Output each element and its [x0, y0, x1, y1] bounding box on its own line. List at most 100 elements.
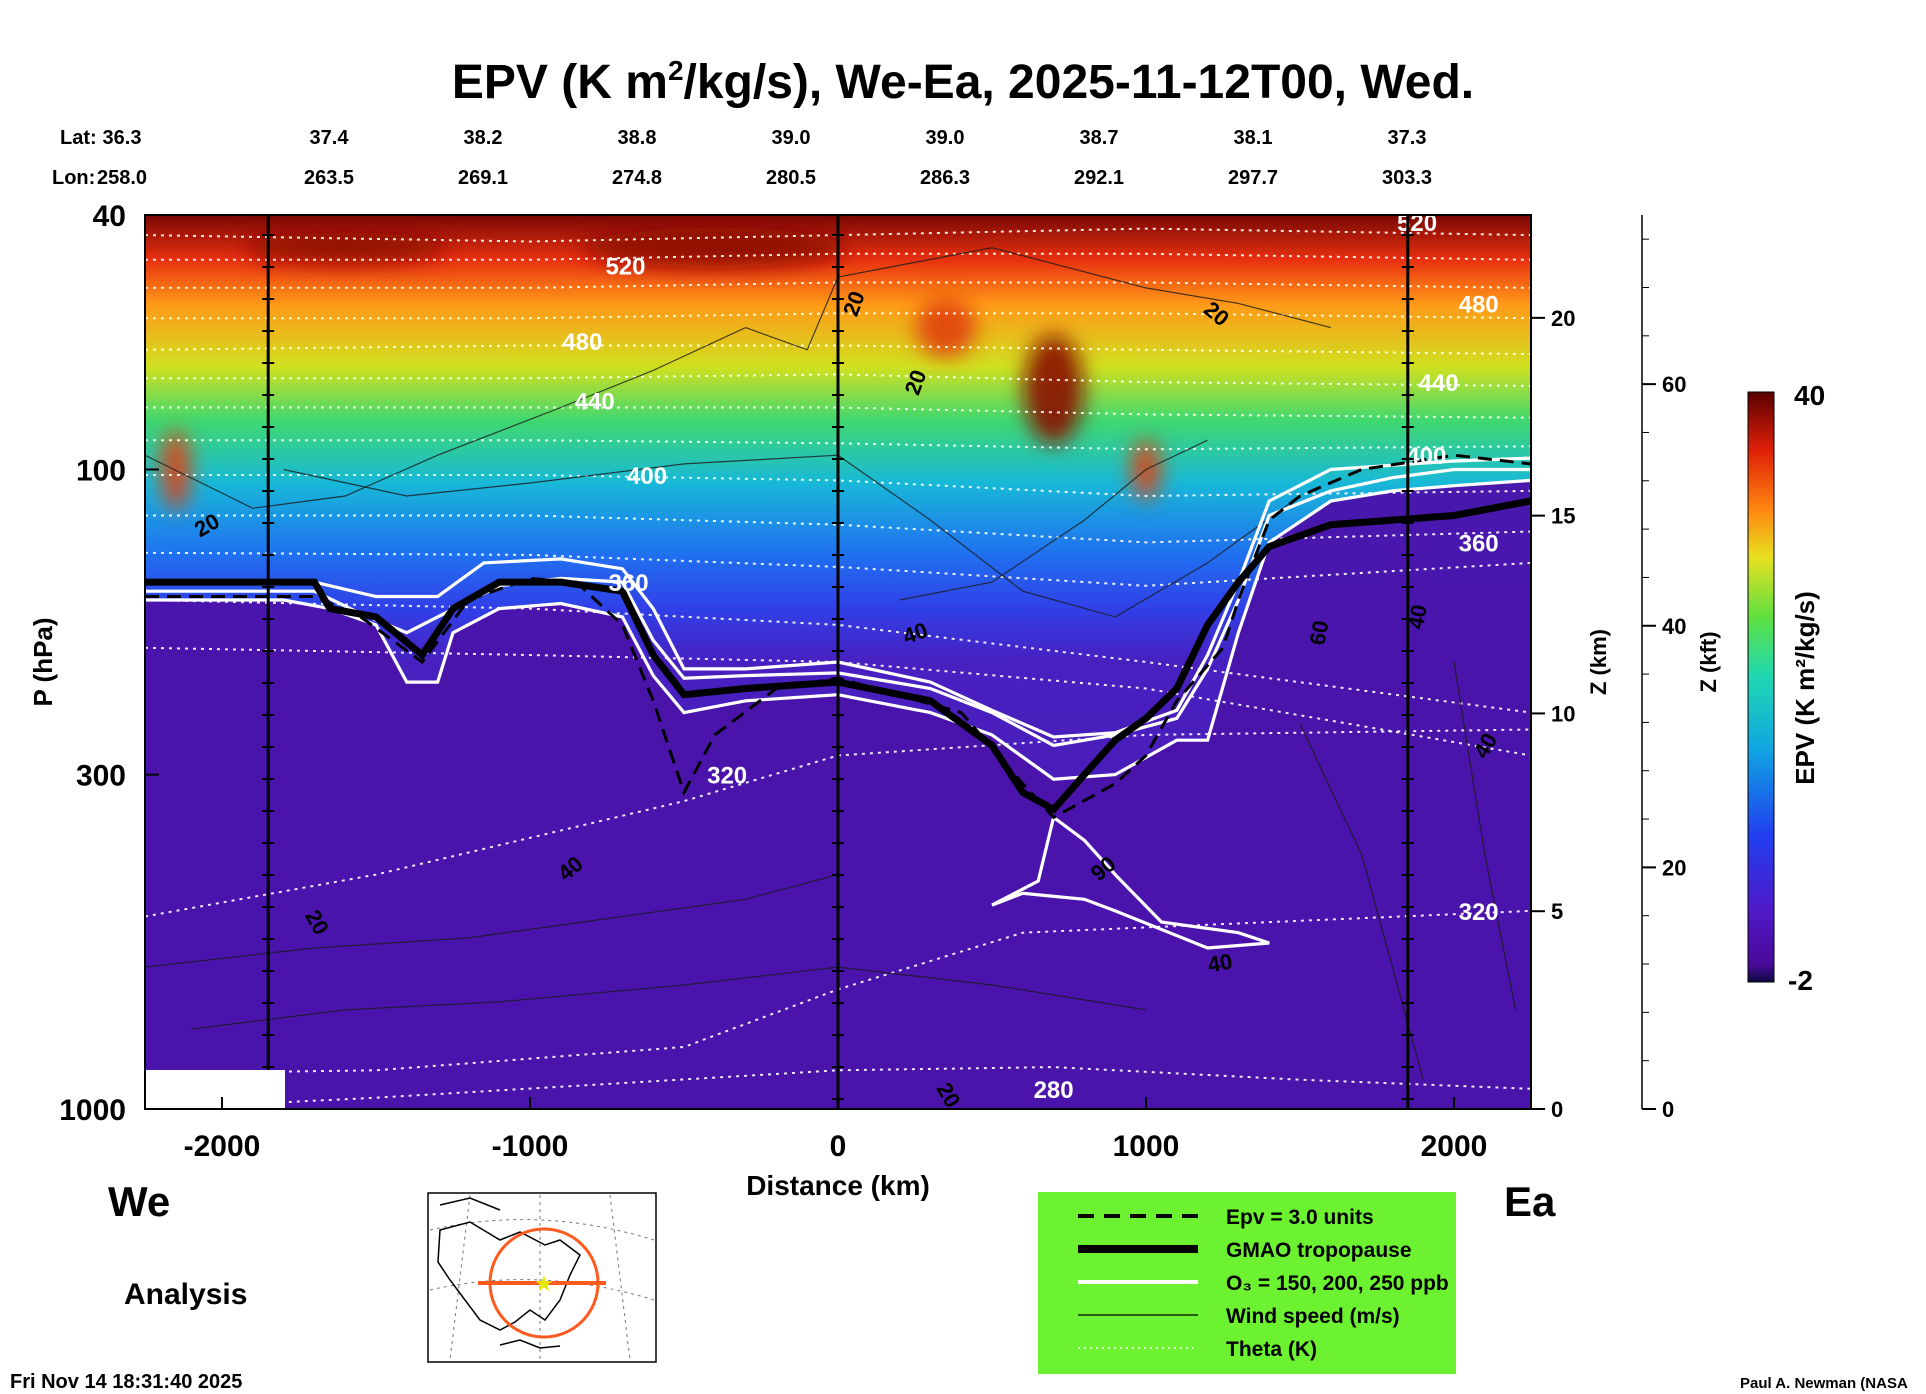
- plot-area: 520480440400360320280520480440400360320 …: [145, 210, 1531, 1109]
- lon-value: 280.5: [766, 167, 816, 189]
- theta-line: [145, 252, 1531, 261]
- z-kft-title: Z (kft): [1696, 631, 1721, 692]
- surface-mask: [145, 1070, 285, 1109]
- theta-label: 440: [575, 388, 615, 415]
- theta-label: 480: [562, 329, 602, 356]
- theta-line: [145, 344, 1531, 356]
- z-km-title: Z (km): [1586, 629, 1611, 695]
- credit: Paul A. Newman (NASA: [1740, 1375, 1908, 1392]
- wind-label: 40: [1206, 949, 1234, 978]
- theta-label: 280: [1034, 1077, 1074, 1104]
- epv-maximum: [1023, 334, 1084, 445]
- theta-contours: [145, 227, 1531, 1109]
- analysis-label: Analysis: [124, 1278, 247, 1311]
- lat-value: 38.7: [1080, 127, 1119, 149]
- z-kft-tick-label: 0: [1662, 1097, 1674, 1122]
- z-kft-axis: 0 20 40 60: [1641, 215, 1686, 1122]
- lon-label: Lon:: [52, 167, 95, 189]
- theta-line: [145, 227, 1531, 243]
- lon-value: 269.1: [458, 167, 508, 189]
- wind-line: [145, 874, 839, 968]
- x-tick-label: -1000: [492, 1130, 569, 1163]
- theta-line: [145, 406, 1531, 419]
- x-tick-label: 2000: [1421, 1130, 1488, 1163]
- epv-maximum: [160, 429, 191, 510]
- legend-label: O₃ = 150, 200, 250 ppb: [1226, 1272, 1449, 1295]
- lon-value: 292.1: [1074, 167, 1124, 189]
- colorbar: [1747, 391, 1775, 983]
- lon-value: 303.3: [1382, 167, 1432, 189]
- y-tick-label: 100: [76, 454, 126, 487]
- theta-line: [145, 1066, 1531, 1109]
- lon-value: 274.8: [612, 167, 662, 189]
- legend-label: Theta (K): [1226, 1338, 1317, 1361]
- ozone-line: [145, 456, 1531, 739]
- z-km-tick-label: 20: [1551, 306, 1575, 331]
- lon-value: 258.0: [97, 167, 147, 189]
- theta-line: [145, 551, 1531, 587]
- lon-value: 286.3: [920, 167, 970, 189]
- legend-label: Epv = 3.0 units: [1226, 1206, 1374, 1229]
- theta-line: [145, 599, 1531, 714]
- colorbar-max: 40: [1794, 380, 1825, 411]
- theta-label: 440: [1419, 370, 1459, 397]
- theta-label: 480: [1459, 291, 1499, 318]
- x-tick-label: -2000: [184, 1130, 261, 1163]
- lat-label: Lat:: [60, 127, 97, 149]
- lon-value: 297.7: [1228, 167, 1278, 189]
- chart-title: EPV (K m2/kg/s), We-Ea, 2025-11-12T00, W…: [452, 55, 1474, 109]
- legend-label: Wind speed (m/s): [1226, 1305, 1400, 1328]
- lon-value: 263.5: [304, 167, 354, 189]
- map-inset: ★: [427, 1192, 657, 1363]
- wind-line: [145, 247, 1331, 509]
- theta-line: [145, 312, 1531, 320]
- legend-label: GMAO tropopause: [1226, 1239, 1412, 1262]
- x-axis-title: Distance (km): [746, 1170, 930, 1201]
- z-km-tick-label: 15: [1551, 504, 1575, 529]
- lat-value: 39.0: [772, 127, 811, 149]
- wind-line: [283, 454, 1301, 618]
- theta-label: 320: [707, 763, 747, 790]
- lat-value: 37.3: [1388, 127, 1427, 149]
- theta-line: [145, 281, 1531, 289]
- theta-label: 360: [609, 570, 649, 597]
- lat-value: 37.4: [310, 127, 350, 149]
- epv-maximum: [915, 297, 976, 358]
- z-kft-tick-label: 60: [1662, 372, 1686, 397]
- theta-label: 360: [1459, 530, 1499, 557]
- wind-label: 60: [1305, 619, 1334, 647]
- theta-line: [145, 646, 1531, 757]
- wind-line: [1453, 661, 1517, 1011]
- y-axis-pressure: 40 100 300 1000: [59, 200, 159, 1127]
- x-axis: -2000 -1000 0 1000 2000: [184, 1097, 1488, 1163]
- colorbar-min: -2: [1788, 965, 1813, 996]
- we-label: We: [108, 1178, 170, 1225]
- x-tick-label: 1000: [1113, 1130, 1180, 1163]
- theta-label: 520: [1397, 210, 1437, 237]
- z-kft-tick-label: 20: [1662, 855, 1686, 880]
- z-km-tick-label: 5: [1551, 899, 1563, 924]
- theta-label: 320: [1459, 899, 1499, 926]
- timestamp: Fri Nov 14 18:31:40 2025: [10, 1371, 242, 1393]
- theta-line: [145, 439, 1531, 451]
- theta-label: 400: [1406, 443, 1446, 470]
- map-center-star-icon: ★: [534, 1271, 554, 1296]
- position-vertical-lines: [262, 215, 1414, 1109]
- lat-value: 36.3: [103, 127, 142, 149]
- x-tick-label: 0: [830, 1130, 847, 1163]
- lat-value: 38.2: [464, 127, 503, 149]
- position-labels: 36.3 258.0 37.4 263.5 38.2 269.1 38.8 274.8 39.0…: [97, 127, 1432, 189]
- wind-line: [191, 966, 1147, 1030]
- legend-box: Epv = 3.0 units GMAO tropopause O₃ = 150, …: [1038, 1192, 1456, 1374]
- theta-label: 400: [627, 463, 667, 490]
- theta-contour-labels: 520 480 440 400 360 320 280 520 480 440 400 360 320: [562, 210, 1499, 1104]
- gmao-tropopause-line: [145, 497, 1531, 814]
- z-km-tick-label: 0: [1551, 1097, 1563, 1122]
- ea-label: Ea: [1504, 1178, 1556, 1225]
- theta-label: 520: [605, 254, 645, 281]
- wind-line: [899, 439, 1208, 601]
- colorbar-label: EPV (K m²/kg/s): [1790, 591, 1820, 785]
- lat-value: 39.0: [926, 127, 965, 149]
- y-tick-label: 300: [76, 760, 126, 793]
